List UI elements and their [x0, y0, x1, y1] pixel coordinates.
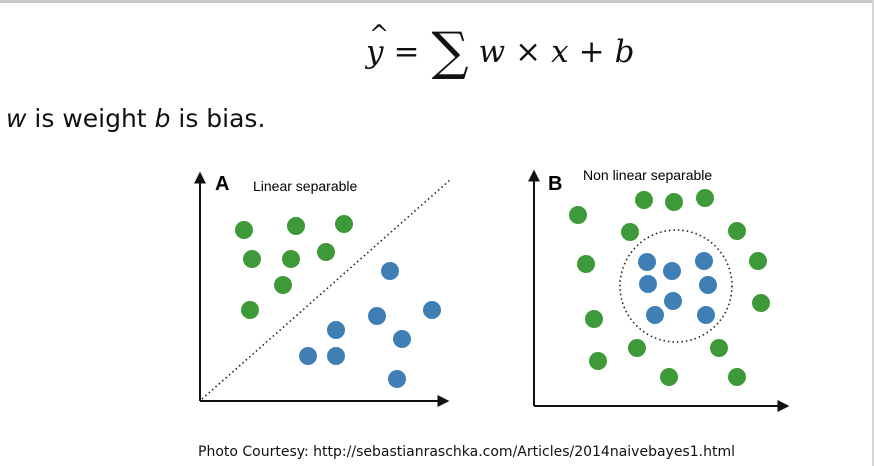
formula-w: w [478, 34, 506, 70]
plot-b-points [569, 189, 770, 386]
plot-b-green-point [621, 223, 639, 241]
plot-a-blue-point [327, 321, 345, 339]
frame-top-border [0, 0, 874, 3]
plot-b-blue-point [697, 306, 715, 324]
formula-sum-symbol: ∑ [431, 22, 469, 82]
plot-b-blue-point [639, 275, 657, 293]
formula-b: b [614, 34, 635, 70]
plot-b-blue-point [646, 306, 664, 324]
plot-a-green-point [282, 250, 300, 268]
plot-b-green-point [660, 368, 678, 386]
photo-courtesy-caption: Photo Courtesy: http://sebastianraschka.… [198, 444, 735, 460]
plot-a-title: Linear separable [253, 178, 358, 194]
plot-b-green-point [569, 206, 587, 224]
plot-b-green-point [752, 294, 770, 312]
plot-b-non-linear-separable: B Non linear separable [528, 167, 790, 412]
plot-a-blue-point [381, 262, 399, 280]
formula-equals: = [393, 34, 420, 70]
weight-bias-description: w is weight b is bias. [6, 104, 265, 133]
plot-b-green-point [749, 252, 767, 270]
formula-times: × [515, 34, 542, 70]
plot-a-blue-point [393, 330, 411, 348]
plot-a-green-point [241, 301, 259, 319]
plot-b-green-point [577, 255, 595, 273]
plot-a-green-point [287, 217, 305, 235]
description-w: w [6, 104, 27, 133]
plot-a-blue-point [368, 307, 386, 325]
description-w-text: is weight [26, 104, 155, 133]
plot-b-green-point [635, 191, 653, 209]
formula-yhat: ^ y [366, 20, 389, 70]
plot-b-blue-point [638, 253, 656, 271]
description-b: b [154, 104, 171, 133]
plot-a-green-point [243, 250, 261, 268]
plot-b-green-point [585, 310, 603, 328]
plot-a-letter: A [215, 173, 229, 195]
plot-a-green-point [317, 243, 335, 261]
plot-b-blue-point [664, 292, 682, 310]
plot-a-green-point [335, 215, 353, 233]
formula-y: y [366, 34, 384, 70]
plot-b-green-point [628, 339, 646, 357]
formula-hat: ^ [369, 20, 390, 48]
formula-plus: + [578, 34, 605, 70]
plot-b-green-point [589, 352, 607, 370]
plot-a-blue-point [299, 347, 317, 365]
plot-a-green-point [274, 276, 292, 294]
plot-b-blue-point [699, 276, 717, 294]
frame-right-border [872, 0, 874, 466]
plot-b-green-point [728, 368, 746, 386]
formula-x: x [551, 34, 569, 70]
description-b-text: is bias. [170, 104, 266, 133]
plot-b-green-point [665, 193, 683, 211]
plot-a-blue-point [327, 347, 345, 365]
plot-a-blue-point [423, 301, 441, 319]
plot-a-points [235, 215, 441, 388]
plot-a-blue-point [388, 370, 406, 388]
plot-a-green-point [235, 221, 253, 239]
plot-b-green-point [710, 339, 728, 357]
plot-b-blue-point [663, 262, 681, 280]
plot-b-green-point [696, 189, 714, 207]
plot-b-blue-point [695, 252, 713, 270]
formula: ^ y = ∑ w × x + b [366, 20, 635, 82]
plot-b-circular-boundary [619, 229, 733, 343]
plot-a-linear-separable: A Linear separable [194, 171, 451, 407]
plot-a-decision-boundary [201, 179, 451, 400]
plot-b-title: Non linear separable [583, 167, 712, 183]
plot-b-letter: B [548, 173, 562, 195]
plot-b-green-point [728, 222, 746, 240]
